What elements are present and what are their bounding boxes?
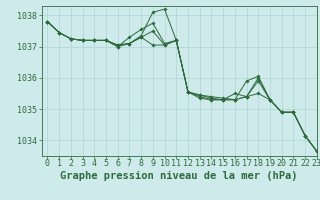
X-axis label: Graphe pression niveau de la mer (hPa): Graphe pression niveau de la mer (hPa) (60, 171, 298, 181)
